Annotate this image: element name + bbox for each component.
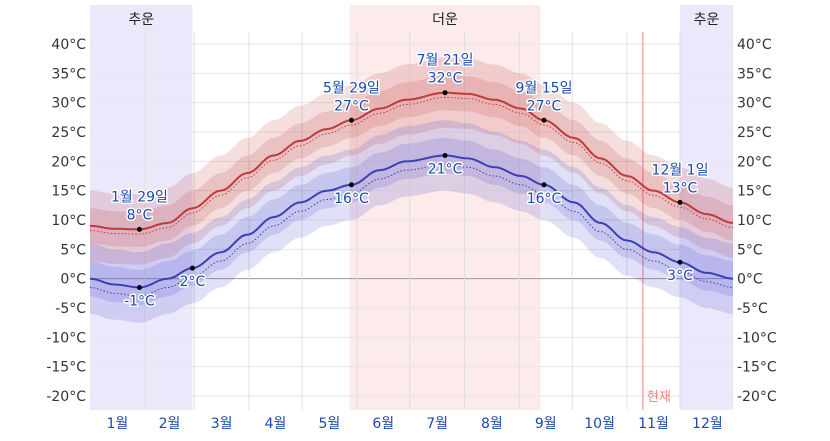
data-point xyxy=(136,226,142,232)
y-tick-right: 30°C xyxy=(737,96,772,112)
data-point xyxy=(348,182,354,188)
month-label: 11월 xyxy=(638,416,669,432)
annotation-value: 2°C xyxy=(180,274,206,290)
annotation-value: 13°C xyxy=(663,180,698,196)
data-point xyxy=(348,117,354,123)
high-average-dotted-line xyxy=(89,96,734,235)
data-point xyxy=(136,284,142,290)
month-label: 4월 xyxy=(265,416,287,432)
y-tick-left: 10°C xyxy=(51,213,86,229)
low-line xyxy=(89,154,734,289)
y-tick-left: 0°C xyxy=(60,272,86,288)
season-label: 더운 xyxy=(432,12,458,28)
data-point xyxy=(541,182,547,188)
y-tick-left: -10°C xyxy=(46,330,86,346)
month-label: 1월 xyxy=(106,416,128,432)
low-outer-band xyxy=(90,120,733,323)
data-point xyxy=(442,90,448,96)
annotation-value: -1°C xyxy=(124,293,155,309)
annotation-date: 12월 1일 xyxy=(652,162,709,178)
season-band xyxy=(90,5,193,410)
y-tick-left: 40°C xyxy=(51,37,86,53)
annotation-value: 21°C xyxy=(428,161,463,177)
y-tick-right: 25°C xyxy=(737,125,772,141)
low-average-dotted-line xyxy=(89,163,734,297)
season-band xyxy=(349,5,541,410)
y-tick-left: 15°C xyxy=(51,184,86,200)
y-tick-left: 25°C xyxy=(51,125,86,141)
y-tick-right: 40°C xyxy=(737,37,772,53)
y-tick-right: 20°C xyxy=(737,154,772,170)
y-tick-right: 15°C xyxy=(737,184,772,200)
month-label: 5월 xyxy=(318,416,340,432)
y-tick-left: -5°C xyxy=(55,301,86,317)
y-tick-left: 35°C xyxy=(51,66,86,82)
y-tick-right: -15°C xyxy=(737,360,777,376)
month-label: 2월 xyxy=(159,416,181,432)
y-tick-right: -5°C xyxy=(737,301,768,317)
season-label: 추운 xyxy=(694,12,720,28)
now-label: 현재 xyxy=(647,390,671,405)
annotation-date: 9월 15일 xyxy=(516,80,573,96)
month-label: 8월 xyxy=(481,416,503,432)
y-tick-left: 5°C xyxy=(60,242,86,258)
data-point xyxy=(442,152,448,158)
y-tick-left: 30°C xyxy=(51,96,86,112)
season-band xyxy=(680,5,733,410)
annotation-value: 3°C xyxy=(667,268,693,284)
y-tick-right: 10°C xyxy=(737,213,772,229)
annotation-value: 27°C xyxy=(527,98,562,114)
y-tick-right: -20°C xyxy=(737,389,777,405)
y-tick-left: -15°C xyxy=(46,360,86,376)
y-tick-right: 0°C xyxy=(737,272,763,288)
annotation-date: 1월 29일 xyxy=(111,189,168,205)
y-tick-left: 20°C xyxy=(51,154,86,170)
y-tick-left: -20°C xyxy=(46,389,86,405)
low-inner-band xyxy=(90,137,733,306)
data-point xyxy=(541,117,547,123)
y-tick-right: -10°C xyxy=(737,330,777,346)
high-outer-band xyxy=(90,57,733,265)
data-point xyxy=(677,199,683,205)
month-label: 6월 xyxy=(372,416,394,432)
month-label: 3월 xyxy=(211,416,233,432)
month-label: 10월 xyxy=(584,416,615,432)
y-tick-right: 5°C xyxy=(737,242,763,258)
season-label: 추운 xyxy=(128,12,154,28)
month-label: 7월 xyxy=(426,416,448,432)
annotation-value: 8°C xyxy=(127,207,153,223)
high-line xyxy=(89,91,734,231)
annotation-date: 5월 29일 xyxy=(323,80,380,96)
annotation-date: 7월 21일 xyxy=(417,53,474,69)
data-point xyxy=(189,265,195,271)
annotation-value: 16°C xyxy=(527,191,562,207)
y-tick-right: 35°C xyxy=(737,66,772,82)
annotation-value: 32°C xyxy=(428,71,463,87)
data-point xyxy=(677,259,683,265)
annotation-value: 16°C xyxy=(334,191,369,207)
annotation-value: 27°C xyxy=(334,98,369,114)
month-label: 9월 xyxy=(535,416,557,432)
month-label: 12월 xyxy=(692,416,723,432)
high-inner-band xyxy=(90,75,733,247)
